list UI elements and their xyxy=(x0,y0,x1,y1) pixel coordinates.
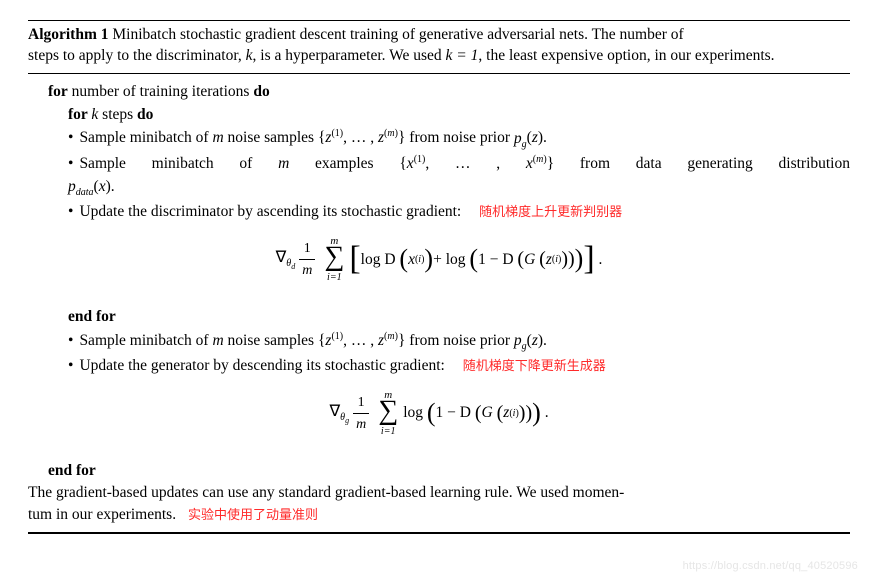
bullet4-text: Sample minibatch of m noise samples {z(1… xyxy=(79,329,546,354)
caption-d: , the least expensive option, in our exp… xyxy=(478,47,774,64)
annotation-1: 随机梯度上升更新判别器 xyxy=(479,204,622,219)
kw-do-2: do xyxy=(137,106,153,123)
annotation-2: 随机梯度下降更新生成器 xyxy=(463,358,606,373)
bullet-icon: • xyxy=(68,329,73,352)
bullet-icon: • xyxy=(68,200,73,223)
k-eq: k = 1 xyxy=(446,47,479,64)
kw-do: do xyxy=(253,83,269,100)
bullet-update-d: • Update the discriminator by ascending … xyxy=(68,200,850,223)
algo-label: Algorithm 1 xyxy=(28,26,109,43)
kw-for-2: for xyxy=(68,106,91,123)
bullet-sample-noise-2: • Sample minibatch of m noise samples {z… xyxy=(68,329,850,354)
end-for-inner: end for xyxy=(68,305,850,328)
bullet-icon: • xyxy=(68,354,73,377)
for-outer: for number of training iterations do xyxy=(48,80,850,103)
bullet-sample-data: • Sample minibatch of m examples {x(1), … xyxy=(68,152,850,175)
bullet5-text: Update the generator by descending its s… xyxy=(79,354,605,377)
caption-b: steps to apply to the discriminator, xyxy=(28,47,246,64)
var-k: k xyxy=(246,47,253,64)
footer-line2: tum in our experiments. xyxy=(28,506,176,523)
algorithm-header: Algorithm 1 Minibatch stochastic gradien… xyxy=(28,21,850,74)
annotation-3: 实验中使用了动量准则 xyxy=(188,507,318,522)
bullet-update-g: • Update the generator by descending its… xyxy=(68,354,850,377)
bullet-sample-noise-1: • Sample minibatch of m noise samples {z… xyxy=(68,126,850,151)
formula-generator-gradient: ∇θg 1m m∑i=1 log (1 − D (G (z(i)) )) . xyxy=(28,387,850,445)
bullet-icon: • xyxy=(68,126,73,149)
watermark: https://blog.csdn.net/qq_40520596 xyxy=(683,560,858,572)
for-inner: for k steps do xyxy=(68,103,850,126)
caption-a: Minibatch stochastic gradient descent tr… xyxy=(112,26,683,43)
bullet1-text: Sample minibatch of m noise samples {z(1… xyxy=(79,126,546,151)
pdata-line: pdata(x). xyxy=(68,175,850,200)
for-inner-txt: steps xyxy=(98,106,137,123)
footer-line1: The gradient-based updates can use any s… xyxy=(28,484,624,501)
algorithm-footnote: The gradient-based updates can use any s… xyxy=(28,482,850,525)
end-for-outer: end for xyxy=(48,459,850,482)
bullet-icon: • xyxy=(68,152,73,175)
formula-discriminator-gradient: ∇θd 1m m∑i=1 [ log D (x(i)) + log (1 − D… xyxy=(28,233,850,291)
algorithm-body: for number of training iterations do for… xyxy=(28,74,850,533)
for-outer-txt: number of training iterations xyxy=(68,83,254,100)
algorithm-block: Algorithm 1 Minibatch stochastic gradien… xyxy=(28,20,850,534)
caption-c: , is a hyperparameter. We used xyxy=(253,47,446,64)
bullet3-text: Update the discriminator by ascending it… xyxy=(79,200,622,223)
kw-for: for xyxy=(48,83,68,100)
bullet2-text: Sample minibatch of m examples {x(1), … … xyxy=(79,152,850,175)
